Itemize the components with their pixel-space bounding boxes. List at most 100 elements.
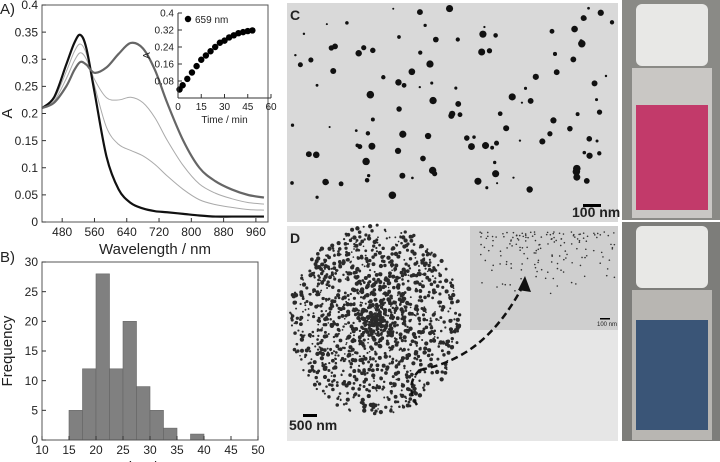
particle: [437, 345, 441, 348]
particle: [315, 195, 319, 199]
particle: [407, 348, 410, 351]
particle: [350, 260, 352, 263]
particle: [572, 28, 577, 32]
particle: [607, 234, 610, 237]
scale-label-d: 500 nm: [289, 417, 337, 433]
particle: [321, 361, 324, 365]
particle: [491, 235, 494, 238]
particle: [370, 315, 375, 320]
charts: 480 560 640 720 800 880 96000.050.10.150.20.25…: [0, 0, 277, 462]
particle: [420, 329, 425, 334]
particle: [330, 271, 334, 275]
particle: [564, 250, 567, 252]
particle: [340, 373, 343, 377]
particle: [483, 25, 486, 29]
particle: [388, 362, 391, 365]
particle: [302, 279, 304, 281]
particle: [425, 275, 430, 280]
particle: [403, 258, 406, 261]
particle: [553, 231, 555, 233]
particle: [404, 339, 407, 343]
particle: [332, 350, 335, 352]
particle: [377, 333, 381, 337]
particle: [388, 346, 391, 349]
particle: [387, 297, 390, 300]
particle: [584, 256, 586, 259]
particle: [429, 319, 433, 323]
x-tick-label: 25: [116, 443, 130, 457]
particle: [508, 93, 516, 101]
particle: [371, 357, 375, 361]
particle: [303, 282, 306, 285]
particle: [604, 74, 608, 78]
y-tick-label: 0.2: [21, 107, 38, 121]
particle: [409, 238, 414, 243]
particle: [438, 273, 443, 278]
particle: [552, 51, 558, 57]
particle: [353, 358, 358, 363]
particle: [434, 369, 440, 375]
particle: [434, 311, 436, 313]
particle: [322, 366, 327, 371]
particle: [322, 296, 325, 300]
x-tick-label: 560: [84, 225, 104, 239]
y-tick-label: 25: [25, 285, 39, 299]
particle: [325, 385, 328, 388]
particle: [430, 81, 434, 85]
particle: [347, 334, 352, 339]
x-tick-label: 0: [175, 102, 181, 113]
particle: [354, 281, 359, 286]
bar: [122, 321, 137, 441]
particle: [537, 248, 540, 251]
particle: [357, 368, 360, 371]
particle: [457, 323, 462, 328]
particle: [383, 292, 387, 296]
particle: [392, 285, 396, 290]
particle: [432, 280, 437, 284]
particle: [418, 379, 421, 382]
particle: [443, 371, 448, 375]
particle: [516, 237, 519, 240]
particle: [374, 409, 378, 413]
particle: [400, 274, 405, 278]
particle: [333, 277, 337, 281]
particle: [480, 232, 483, 234]
particle: [480, 236, 482, 238]
particle: [342, 325, 345, 328]
particle: [367, 338, 370, 341]
particle: [315, 387, 318, 391]
particle: [329, 317, 332, 321]
particle: [396, 370, 401, 375]
particle: [391, 274, 396, 279]
particle: [432, 253, 437, 258]
particle: [384, 371, 388, 375]
particle: [370, 320, 374, 324]
particle: [444, 326, 447, 329]
particle: [360, 371, 364, 376]
particle: [395, 331, 399, 334]
particle: [430, 330, 435, 334]
particle: [377, 236, 379, 239]
particle: [317, 382, 322, 386]
particle: [379, 324, 384, 329]
particle: [408, 397, 413, 401]
particle: [434, 277, 437, 280]
particle: [346, 391, 349, 395]
particle: [370, 323, 375, 328]
particle: [425, 311, 427, 314]
particle: [357, 230, 362, 234]
particle: [369, 331, 374, 336]
particle: [370, 47, 376, 54]
particle: [346, 293, 350, 298]
particle: [336, 327, 341, 332]
particle: [343, 353, 346, 355]
particle: [305, 286, 309, 290]
particle: [423, 263, 427, 268]
particle: [403, 328, 408, 333]
y-tick-label: 15: [25, 344, 39, 358]
particle: [328, 310, 332, 314]
particle: [317, 278, 320, 282]
particle: [533, 231, 536, 233]
spectrum-line: [41, 52, 265, 205]
particle: [593, 232, 595, 235]
